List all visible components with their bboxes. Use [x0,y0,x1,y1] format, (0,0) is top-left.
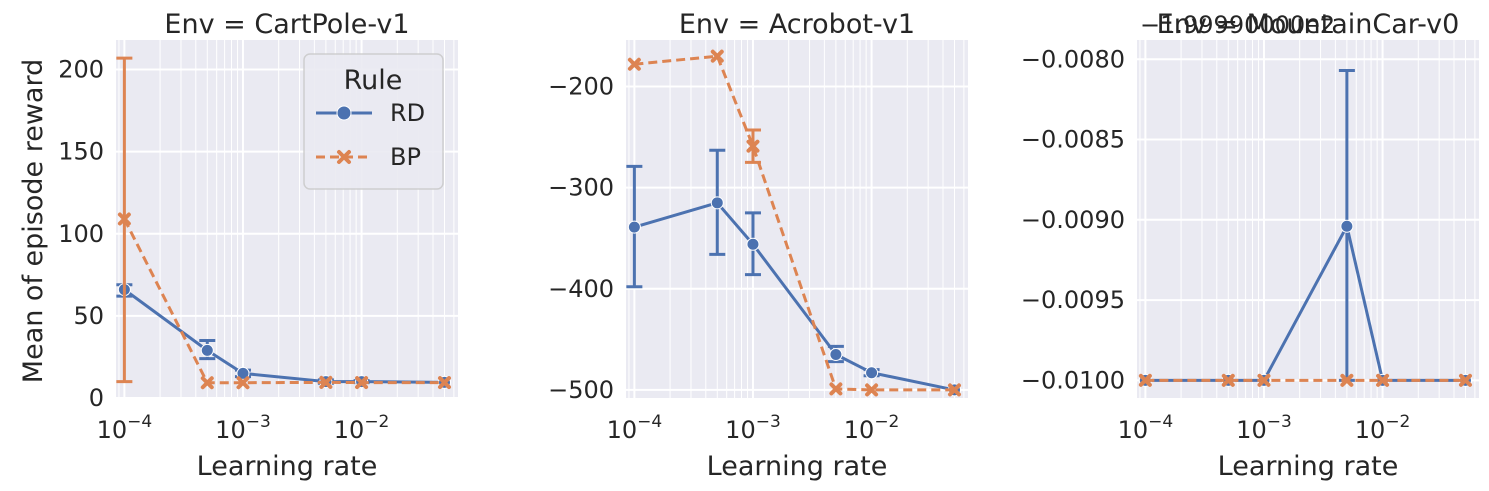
data-point-BP [829,382,843,396]
y-tick-label: −0.0090 [1021,206,1125,234]
y-tick-label: −400 [548,275,614,303]
data-point-RD [1340,219,1354,233]
legend-marker-RD [336,105,352,121]
data-point-BP [319,375,333,389]
x-tick-label: 10−2 [334,412,390,444]
legend-title: Rule [344,65,403,96]
x-tick-label: 10−4 [1118,412,1174,444]
data-point-BP [627,57,641,71]
x-axis-label: Learning rate [707,451,888,482]
y-tick-label: 50 [73,302,104,330]
panel-1: 10−4 10−3 10−2 0 50 100 150 200 Env = CartPole-v… [58,9,458,482]
y-tick-label: −0.0080 [1021,45,1125,73]
y-tick-label: −0.0100 [1021,366,1125,394]
x-tick-label: 10−2 [844,412,900,444]
y-tick-label: 100 [58,220,104,248]
series-line-RD [1145,224,1466,382]
x-tick-label: 10−3 [1236,412,1292,444]
data-point-BP [1376,373,1390,387]
legend-label-RD: RD [390,99,425,127]
x-tick-label: 10−2 [1355,412,1411,444]
y-tick-label: −0.0095 [1021,286,1125,314]
data-point-BP [710,49,724,63]
y-offset-label: −1.99990000e2 [1140,11,1335,39]
y-tick-label: −0.0085 [1021,126,1125,154]
data-point-BP [1257,373,1271,387]
x-tick-label: 10−4 [97,412,153,444]
data-point-BP [947,383,961,397]
legend-label-BP: BP [390,143,421,171]
x-axis-label: Learning rate [1218,451,1399,482]
y-axis-label: Mean of episode reward [18,59,49,383]
x-tick-label: 10−3 [215,412,271,444]
y-tick-label: −200 [548,73,614,101]
panel-title: Env = MountainCar-v0 [1157,9,1460,40]
data-point-RD [200,343,214,357]
y-tick-label: −300 [548,174,614,202]
x-tick-label: 10−3 [725,412,781,444]
data-point-RD [865,366,879,380]
data-point-BP [200,376,214,390]
legend: Rule RD BP [303,53,444,190]
data-point-RD [710,196,724,210]
data-point-BP [1138,373,1152,387]
data-point-BP [437,376,451,390]
legend-box [303,53,444,190]
y-tick-label: 0 [89,384,104,412]
legend-marker-BP [337,150,351,164]
data-point-BP [746,139,760,153]
data-point-BP [236,376,250,390]
data-point-BP [865,383,879,397]
y-tick-label: 150 [58,138,104,166]
data-point-RD [627,220,641,234]
y-tick-label: 200 [58,56,104,84]
data-point-RD [236,366,250,380]
series-line-BP [123,218,445,385]
x-axis-label: Learning rate [197,451,378,482]
data-point-BP [1221,373,1235,387]
panel-3: 10−4 10−3 10−2 −0.0080 −0.0085 −0.0090 −0.0095… [1021,9,1479,482]
series-line-BP [634,54,955,392]
series-line-RD [633,201,955,392]
data-point-RD [746,237,760,251]
data-point-BP [1340,373,1354,387]
y-tick-label: −500 [548,376,614,404]
x-tick-label: 10−4 [607,412,663,444]
panel-2: 10−4 10−3 10−2 −200 −300 −400 −500 Env = Acrobo… [548,9,968,482]
data-point-RD [829,348,843,362]
plot-background [626,40,968,398]
data-point-BP [1458,373,1472,387]
data-point-BP [117,212,131,226]
panel-title: Env = Acrobot-v1 [679,9,915,40]
panel-title: Env = CartPole-v1 [164,9,409,40]
data-point-BP [355,376,369,390]
